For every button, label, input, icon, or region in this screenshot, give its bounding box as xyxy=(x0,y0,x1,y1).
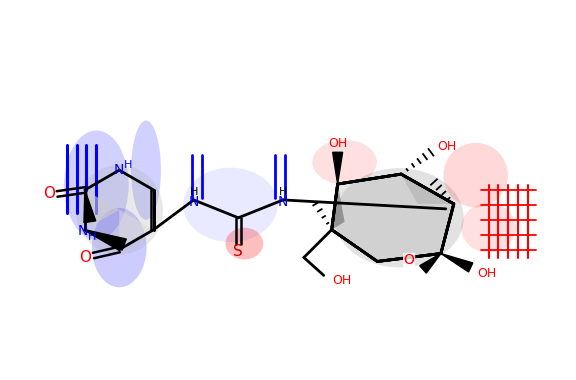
Text: N: N xyxy=(188,195,199,209)
Text: N: N xyxy=(78,224,88,238)
Ellipse shape xyxy=(64,130,128,240)
Polygon shape xyxy=(332,184,344,230)
Ellipse shape xyxy=(444,143,508,207)
Ellipse shape xyxy=(225,228,263,260)
Polygon shape xyxy=(119,210,154,250)
Text: N: N xyxy=(278,195,288,209)
Text: O: O xyxy=(404,253,415,268)
Text: O: O xyxy=(79,250,92,265)
Ellipse shape xyxy=(461,203,516,253)
Polygon shape xyxy=(420,253,441,273)
Polygon shape xyxy=(85,190,119,230)
Text: OH: OH xyxy=(332,274,351,287)
Text: H: H xyxy=(190,187,198,197)
Ellipse shape xyxy=(183,168,278,242)
Ellipse shape xyxy=(75,165,163,255)
Text: H: H xyxy=(279,187,287,197)
Text: OH: OH xyxy=(477,267,496,280)
Text: O: O xyxy=(404,253,415,268)
Polygon shape xyxy=(333,152,343,184)
Ellipse shape xyxy=(335,168,464,268)
Text: O: O xyxy=(43,187,55,201)
Ellipse shape xyxy=(92,208,146,287)
Ellipse shape xyxy=(312,140,377,185)
Polygon shape xyxy=(441,253,473,272)
Polygon shape xyxy=(84,190,96,223)
Ellipse shape xyxy=(131,120,161,220)
Text: S: S xyxy=(233,244,243,259)
Text: OH: OH xyxy=(437,140,456,153)
Polygon shape xyxy=(332,174,454,261)
Text: H: H xyxy=(88,232,96,242)
Text: H: H xyxy=(124,160,132,170)
Polygon shape xyxy=(85,230,126,250)
Text: OH: OH xyxy=(328,137,347,150)
Text: N: N xyxy=(114,163,124,177)
Polygon shape xyxy=(401,174,454,204)
